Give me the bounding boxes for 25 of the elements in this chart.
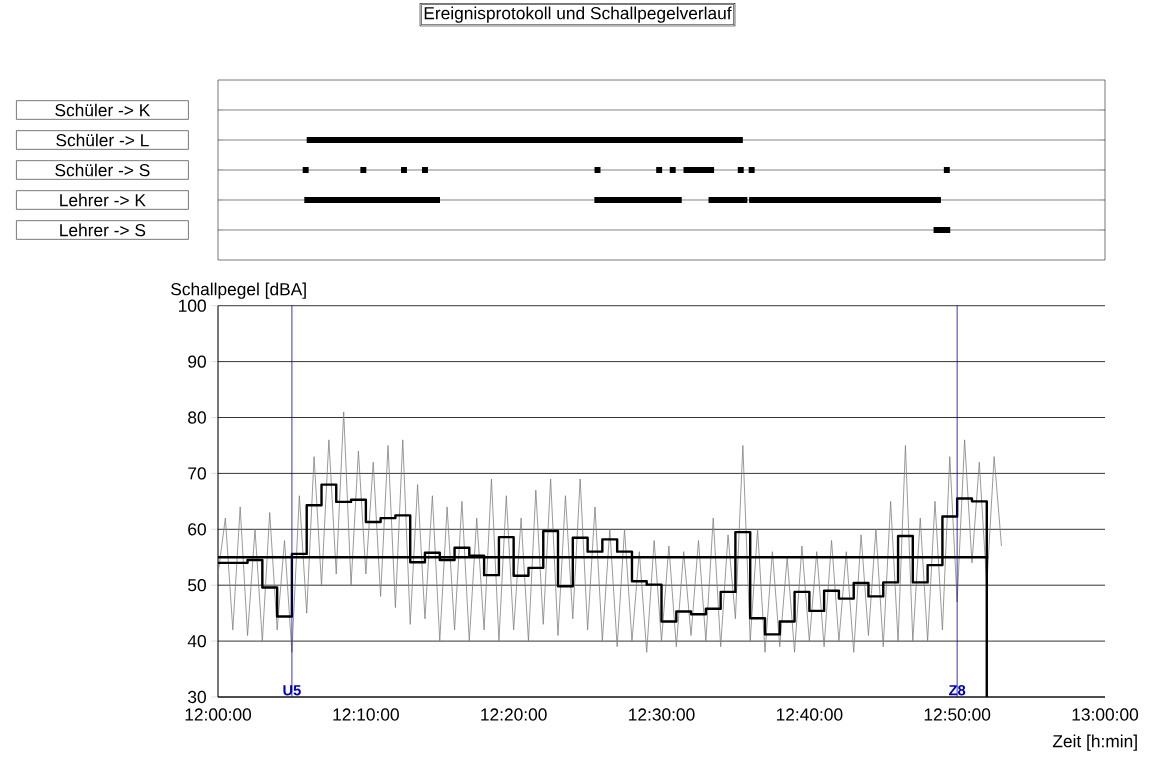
x-axis-title: Zeit [h:min] [1052,734,1137,751]
chart-title: Ereignisprotokoll und Schallpegelverlauf [424,6,732,23]
y-tick-label: Schüler -> L [56,133,149,147]
y-tick-label: Schüler -> K [55,103,151,117]
ref-line-label: Z8 [949,685,966,696]
y-tick-label: 50 [188,579,206,592]
y-tick-label: 100 [179,299,206,312]
x-tick-label: 12:30:00 [629,708,695,721]
x-tick-label: 12:00:00 [185,708,252,721]
y-tick-label: 40 [187,634,206,648]
y-tick-label: Schüler -> S [55,163,150,177]
x-tick-label: 12:50:00 [924,708,991,721]
y-tick-label: 80 [188,411,206,424]
y-tick-label: 70 [188,467,206,480]
y-tick-label: Lehrer -> S [60,223,146,237]
ref-line-label: U5 [283,685,301,696]
x-tick-label: 12:20:00 [481,708,547,721]
y-tick-label: 30 [188,690,206,704]
y-axis-title: Schallpegel [dBA] [171,282,306,299]
y-tick-label: 60 [188,523,206,536]
x-tick-label: 13:00:00 [1072,708,1139,721]
x-tick-label: 12:40:00 [776,708,843,721]
x-tick-label: 12:10:00 [333,708,399,721]
y-tick-label: Lehrer -> K [60,193,146,207]
y-tick-label: 90 [188,355,206,368]
